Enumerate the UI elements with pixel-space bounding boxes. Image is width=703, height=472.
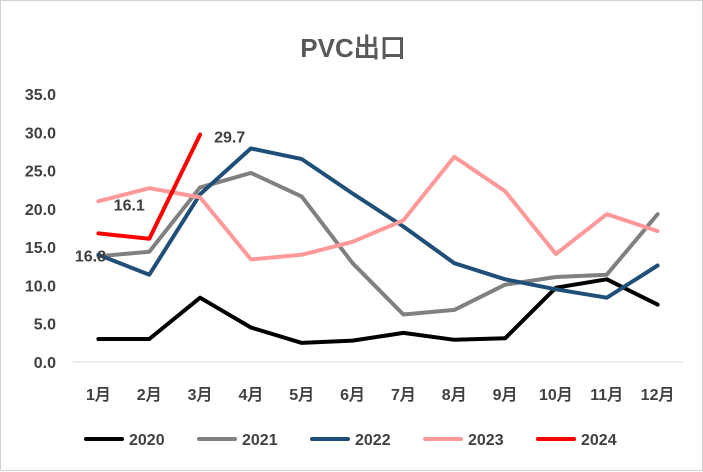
legend-label: 2021 <box>242 432 278 449</box>
x-tick-label: 7月 <box>391 386 416 404</box>
y-tick-label: 35.0 <box>25 87 56 104</box>
series-line-2024 <box>96 132 203 241</box>
x-tick-label: 5月 <box>289 386 314 404</box>
x-tick-label: 3月 <box>188 386 213 404</box>
x-tick-label: 11月 <box>590 386 623 404</box>
series-line-2020 <box>96 277 660 345</box>
data-label: 16.1 <box>114 198 145 215</box>
chart-title: PVC出口 <box>300 33 405 63</box>
x-tick-label: 10月 <box>539 386 573 404</box>
series-layer <box>96 132 660 345</box>
x-tick-label: 8月 <box>442 386 467 404</box>
series-line-2022 <box>96 146 660 300</box>
x-tick-label: 4月 <box>238 386 263 404</box>
legend-label: 2020 <box>129 432 165 449</box>
y-tick-label: 30.0 <box>25 125 56 142</box>
x-tick-label: 9月 <box>493 386 518 404</box>
series-line-2021 <box>96 170 660 317</box>
x-tick-label: 1月 <box>86 386 111 404</box>
y-tick-label: 10.0 <box>25 278 56 295</box>
x-axis-ticks: 1月 2月 3月 4月 5月 6月 7月 8月 9月 10月 11月 12月 <box>86 386 675 404</box>
y-tick-label: 25.0 <box>25 164 56 181</box>
legend-label: 2023 <box>468 432 504 449</box>
x-tick-label: 2月 <box>137 386 162 404</box>
y-tick-label: 15.0 <box>25 240 56 257</box>
y-tick-label: 20.0 <box>25 202 56 219</box>
series-line-2023 <box>96 154 660 262</box>
legend-label: 2024 <box>581 432 617 449</box>
y-tick-label: 0.0 <box>34 355 56 372</box>
x-tick-label: 6月 <box>340 386 365 404</box>
data-labels: 16.8 16.1 29.7 <box>75 130 245 266</box>
data-label: 29.7 <box>214 130 245 147</box>
y-axis-ticks: 0.0 5.0 10.0 15.0 20.0 25.0 30.0 35.0 <box>25 87 56 372</box>
y-tick-label: 5.0 <box>34 317 56 334</box>
legend: 2020 2021 2022 2023 2024 <box>84 432 617 449</box>
data-label: 16.8 <box>75 248 106 265</box>
x-tick-label: 12月 <box>641 386 675 404</box>
legend-label: 2022 <box>355 432 391 449</box>
